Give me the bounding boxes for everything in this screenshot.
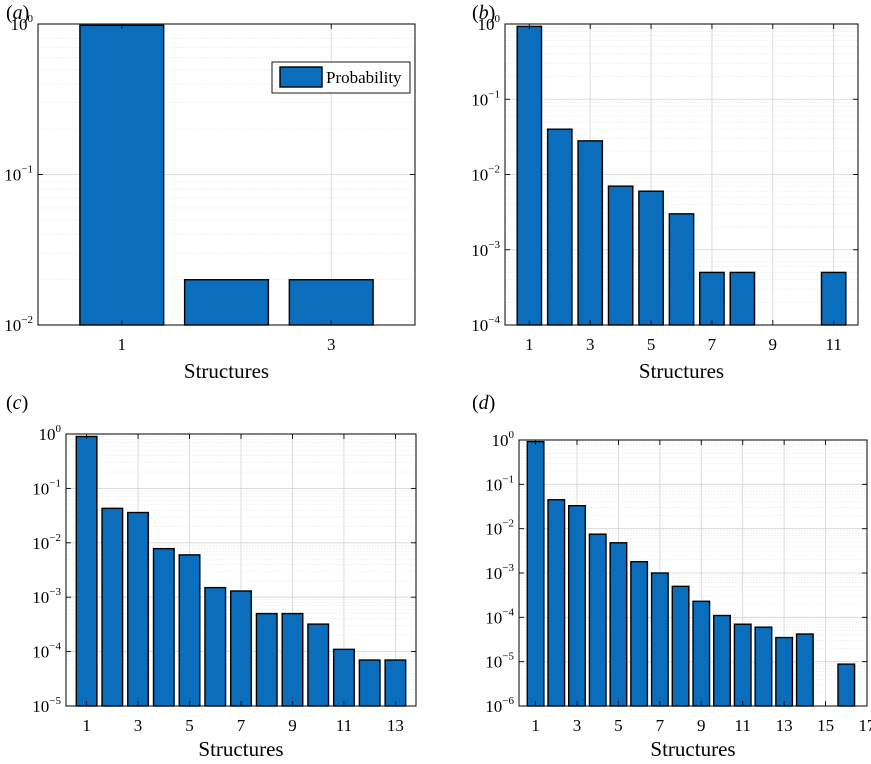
bar-8: [730, 272, 754, 325]
x-tick-label: 3: [586, 335, 595, 354]
x-axis-label: Structures: [639, 359, 724, 383]
x-tick-label: 11: [336, 716, 352, 735]
x-tick-label: 5: [647, 335, 656, 354]
bar-11: [821, 272, 845, 325]
y-tick-label: 10−3: [32, 586, 61, 607]
y-tick-label: 10−4: [32, 641, 61, 662]
x-tick-label: 1: [118, 335, 127, 354]
y-tick-label: 100: [492, 429, 515, 450]
bar-6: [669, 214, 693, 325]
y-tick-label: 10−3: [471, 239, 500, 260]
bar-2: [548, 129, 572, 325]
bar-3: [289, 280, 373, 325]
bar-8: [672, 586, 689, 706]
y-tick-label: 10−1: [485, 473, 514, 494]
x-tick-label: 9: [769, 335, 778, 354]
y-tick-label: 10−1: [32, 477, 61, 498]
x-axis-label: Structures: [650, 737, 735, 761]
bar-7: [231, 591, 252, 706]
panel-a: 10−2 10−1 100 1 3 Structures (a) Probability: [4, 2, 415, 383]
y-tick-label: 10−3: [485, 562, 514, 583]
bar-7: [700, 272, 724, 325]
bar-1: [527, 442, 544, 706]
x-axis-label: Structures: [198, 737, 283, 761]
bar-13: [776, 638, 793, 706]
x-tick-label: 7: [237, 716, 246, 735]
x-tick-label: 9: [697, 716, 706, 735]
y-tick-label: 10−2: [32, 532, 61, 553]
bar-5: [610, 543, 627, 706]
x-tick-label: 11: [825, 335, 841, 354]
x-tick-label: 7: [656, 716, 665, 735]
x-tick-label: 5: [614, 716, 623, 735]
bar-8: [256, 614, 277, 706]
bar-3: [128, 513, 149, 706]
bar-3: [569, 506, 586, 706]
y-tick-label: 10−4: [485, 606, 514, 627]
x-tick-label: 3: [134, 716, 143, 735]
bar-6: [205, 588, 226, 706]
y-tick-label: 10−4: [471, 314, 500, 335]
legend: Probability: [272, 62, 410, 93]
bar-3: [578, 141, 602, 325]
bar-11: [734, 624, 751, 706]
x-axis-label: Structures: [184, 359, 269, 383]
x-tick-label: 3: [573, 716, 582, 735]
y-tick-label: 10−2: [485, 518, 514, 539]
panel-label: (c): [6, 392, 28, 414]
bar-2: [548, 500, 565, 706]
bar-7: [652, 573, 669, 706]
legend-entry: Probability: [326, 68, 402, 87]
panel-b: 10−4 10−3 10−2 10−1 100 1 3 5 7 9 11 Structures (b): [471, 2, 858, 383]
bar-4: [589, 534, 606, 706]
bar-16: [838, 664, 855, 706]
x-tick-label: 17: [859, 716, 871, 735]
x-tick-label: 3: [327, 335, 336, 354]
x-tick-label: 1: [82, 716, 91, 735]
y-tick-label: 10−1: [4, 164, 33, 185]
bar-1: [80, 25, 164, 325]
x-tick-label: 9: [288, 716, 297, 735]
panel-label: (a): [6, 2, 29, 24]
y-tick-label: 10−5: [32, 695, 61, 716]
x-tick-label: 1: [525, 335, 534, 354]
bar-1: [76, 436, 97, 706]
bar-2: [185, 280, 269, 325]
x-tick-label: 15: [817, 716, 834, 735]
y-tick-label: 100: [39, 423, 62, 444]
panel-label: (d): [472, 392, 495, 414]
y-tick-label: 10−2: [471, 164, 500, 185]
bar-13: [385, 660, 406, 706]
x-tick-label: 13: [776, 716, 793, 735]
panel-label: (b): [472, 2, 495, 24]
y-tick-label: 10−5: [485, 651, 514, 672]
bar-14: [797, 634, 814, 706]
legend-swatch: [280, 67, 322, 87]
x-tick-label: 1: [531, 716, 540, 735]
bar-11: [334, 649, 355, 706]
x-tick-label: 13: [387, 716, 404, 735]
y-tick-label: 10−2: [4, 314, 33, 335]
bar-6: [631, 562, 648, 706]
bar-12: [359, 660, 380, 706]
x-tick-label: 7: [708, 335, 717, 354]
bar-10: [308, 624, 329, 706]
bar-9: [282, 614, 303, 706]
bar-4: [608, 186, 632, 325]
x-tick-label: 11: [735, 716, 751, 735]
x-tick-label: 5: [185, 716, 194, 735]
bar-12: [755, 627, 772, 706]
panel-d: 10−610−510−410−310−210−11001357911131517…: [472, 392, 871, 761]
bar-1: [517, 26, 541, 325]
bar-5: [179, 555, 200, 706]
bar-10: [714, 615, 731, 706]
bar-4: [154, 549, 175, 706]
y-tick-label: 10−6: [485, 695, 514, 716]
bar-5: [639, 191, 663, 325]
y-tick-label: 10−1: [471, 88, 500, 109]
bar-2: [102, 508, 123, 706]
bar-9: [693, 601, 710, 706]
